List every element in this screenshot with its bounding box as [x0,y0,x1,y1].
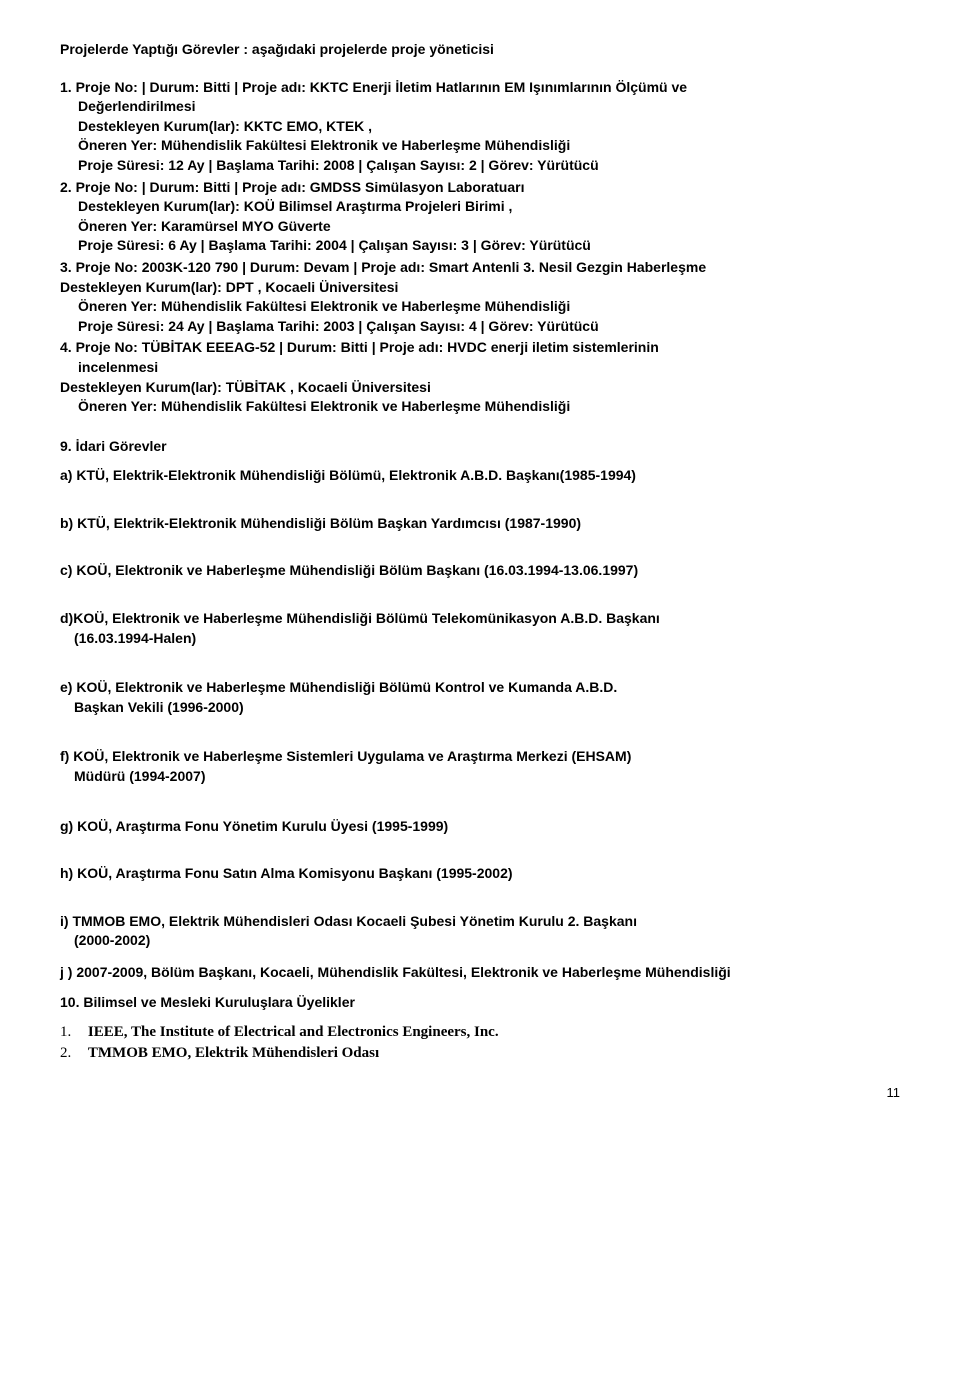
project-line: incelenmesi [78,358,900,378]
membership-text: IEEE, The Institute of Electrical and El… [88,1024,499,1040]
project-num: 2. [60,179,72,195]
gov-e-sub: Başkan Vekili (1996-2000) [74,698,900,718]
project-num: 1. [60,79,72,95]
project-line: Proje Süresi: 12 Ay | Başlama Tarihi: 20… [78,156,900,176]
gov-j: j ) 2007-2009, Bölüm Başkanı, Kocaeli, M… [60,963,900,983]
project-line: Destekleyen Kurum(lar): DPT , Kocaeli Ün… [60,278,900,298]
gov-a: a) KTÜ, Elektrik-Elektronik Mühendisliği… [60,466,900,486]
project-line: Destekleyen Kurum(lar): KKTC EMO, KTEK , [78,117,900,137]
project-line: Destekleyen Kurum(lar): KOÜ Bilimsel Ara… [78,197,900,217]
project-line: Değerlendirilmesi [78,97,900,117]
project-line: Proje No: 2003K-120 790 | Durum: Devam |… [76,259,707,275]
project-line: Proje Süresi: 6 Ay | Başlama Tarihi: 200… [78,236,900,256]
project-line: Öneren Yer: Karamürsel MYO Güverte [78,217,900,237]
section-9-title: 9. İdari Görevler [60,437,900,457]
project-num: 4. [60,339,72,355]
gov-h: h) KOÜ, Araştırma Fonu Satın Alma Komisy… [60,864,900,884]
project-num: 3. [60,259,72,275]
project-line: Destekleyen Kurum(lar): TÜBİTAK , Kocael… [60,378,900,398]
project-2: 2. Proje No: | Durum: Bitti | Proje adı:… [60,178,900,256]
gov-i: i) TMMOB EMO, Elektrik Mühendisleri Odas… [60,912,900,932]
gov-c: c) KOÜ, Elektronik ve Haberleşme Mühendi… [60,561,900,581]
gov-f-sub: Müdürü (1994-2007) [74,767,900,787]
project-line: Proje No: TÜBİTAK EEEAG-52 | Durum: Bitt… [76,339,659,355]
page-header: Projelerde Yaptığı Görevler : aşağıdaki … [60,40,900,60]
membership-1: 1. IEEE, The Institute of Electrical and… [60,1022,900,1043]
project-1: 1. Proje No: | Durum: Bitti | Proje adı:… [60,78,900,176]
page-number: 11 [60,1084,900,1102]
gov-e: e) KOÜ, Elektronik ve Haberleşme Mühendi… [60,678,900,698]
membership-num: 2. [60,1043,84,1064]
section-10-title: 10. Bilimsel ve Mesleki Kuruluşlara Üyel… [60,993,900,1013]
gov-d: d)KOÜ, Elektronik ve Haberleşme Mühendis… [60,609,900,629]
gov-d-sub: (16.03.1994-Halen) [74,629,900,649]
gov-i-sub: (2000-2002) [74,931,900,951]
gov-f: f) KOÜ, Elektronik ve Haberleşme Sisteml… [60,747,900,767]
project-4: 4. Proje No: TÜBİTAK EEEAG-52 | Durum: B… [60,338,900,416]
project-line: Öneren Yer: Mühendislik Fakültesi Elektr… [78,297,900,317]
project-line: Öneren Yer: Mühendislik Fakültesi Elektr… [78,136,900,156]
project-3: 3. Proje No: 2003K-120 790 | Durum: Deva… [60,258,900,336]
membership-num: 1. [60,1022,84,1043]
gov-b: b) KTÜ, Elektrik-Elektronik Mühendisliği… [60,514,900,534]
gov-g: g) KOÜ, Araştırma Fonu Yönetim Kurulu Üy… [60,817,900,837]
project-line: Proje Süresi: 24 Ay | Başlama Tarihi: 20… [78,317,900,337]
project-line: Öneren Yer: Mühendislik Fakültesi Elektr… [78,397,900,417]
project-line: Proje No: | Durum: Bitti | Proje adı: GM… [76,179,525,195]
membership-text: TMMOB EMO, Elektrik Mühendisleri Odası [88,1045,379,1061]
membership-2: 2. TMMOB EMO, Elektrik Mühendisleri Odas… [60,1043,900,1064]
project-line: Proje No: | Durum: Bitti | Proje adı: KK… [76,79,687,95]
